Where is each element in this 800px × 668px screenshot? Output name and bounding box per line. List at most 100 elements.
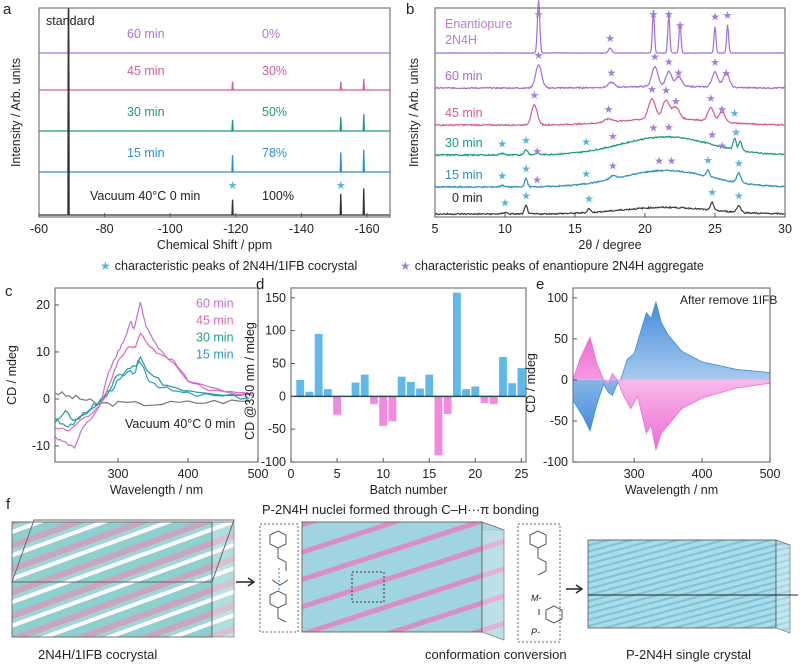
star-marker: ★ [608,131,618,143]
series-label: 30 min [127,105,165,119]
star-marker: ★ [717,140,727,152]
bar-batch-17 [443,396,452,415]
legend-cocrystal: ★ characteristic peaks of 2N4H/1IFB cocry… [100,259,357,273]
x-tick-label: 0 [288,467,295,481]
bar-batch-20 [471,386,480,397]
y-axis-label: Intensity / Arb. units [407,58,421,167]
series-percent: 50% [262,105,287,119]
x-tick-label: -140 [289,222,314,236]
star-marker: ★ [661,85,671,97]
panel-f-title: P-2N4H nuclei formed through C–H···π bon… [262,502,540,517]
series-percent: 100% [262,189,294,203]
panel-a-frame [38,7,391,218]
area-P-positive [620,302,770,380]
series-label-2: 2N4H [445,33,477,47]
star-marker: ★ [497,170,507,182]
x-tick-label: 10 [498,222,512,236]
panel-label-e: e [536,276,544,293]
annotation-after-remove: After remove 1IFB [680,293,777,307]
x-tick-label: -100 [158,222,183,236]
y-tick-label: 0 [43,392,50,406]
series-line-3 [54,359,250,428]
crystal-cocrystal-side [211,521,235,638]
bar-batch-15 [425,374,434,397]
y-tick-label: -10 [32,439,50,453]
star-marker: ★ [647,84,657,96]
star-marker: ★ [664,122,674,134]
x-axis-label: Batch number [370,483,448,497]
series-line-5 [435,200,785,216]
series-label: 30 min [445,136,483,150]
area-P-negative [573,379,770,431]
x-axis-label: Wavelength / nm [625,483,718,497]
arrow-icon [236,577,256,587]
inset-label-m: M- [531,593,542,603]
star-marker: ★ [606,67,616,79]
panel-c-frame [54,287,259,463]
bar-batch-23 [499,356,507,397]
series-label: 60 min [445,69,483,83]
star-marker: ★ [734,191,744,203]
series-label: 45 min [127,64,165,78]
star-marker: ★ [734,158,744,170]
x-tick-label: 5 [432,222,439,236]
legend-enantiopure: ★ characteristic peaks of enantiopure 2N4… [400,259,704,273]
y-axis-label: Intensity / Arb. units [9,58,23,167]
series-label: 15 min [445,168,483,182]
x-axis-label: Wavelength / nm [110,483,203,497]
star-marker: ★ [581,136,591,148]
bar-batch-1 [296,379,305,397]
x-tick-label: 400 [178,467,199,481]
annotation-vacuum: Vacuum 40°C 0 min [125,417,235,431]
star-marker: ★ [584,194,594,206]
x-tick-label: 20 [468,467,482,481]
x-tick-label: 5 [334,467,341,481]
crystal-single-front [587,539,777,629]
star-marker: ★ [710,12,720,24]
series-label: 60 min [127,27,165,41]
series-label: Vacuum 40°C 0 min [90,189,200,203]
panel-label-a: a [3,1,12,18]
x-tick-label: 25 [514,467,528,481]
series-line-0 [54,301,252,449]
caption-single-crystal: P-2N4H single crystal [626,647,751,662]
star-marker: ★ [529,90,539,102]
series-line-M [572,336,771,452]
inset-label-p: P- [531,627,540,637]
star-marker: ★ [703,155,713,167]
legend-entry: 30 min [196,330,234,344]
bar-batch-4 [323,389,332,397]
panel-d-frame [290,287,527,463]
bar-batch-18 [452,292,461,397]
star-marker: ★ [674,67,684,79]
annotation-standard: standard [46,14,95,28]
series-label: Enantiopure [445,17,512,31]
bar-batch-19 [462,389,471,397]
y-axis-label: CD / mdeg [5,345,19,405]
series-line-4 [39,7,390,216]
star-marker: ★ [532,146,542,158]
star-marker: ★ [675,20,685,32]
bar-batch-10 [379,396,388,426]
bar-batch-14 [416,388,424,397]
series-line-2 [434,97,785,127]
star-marker: ★ [654,156,664,168]
star-marker: ★ [581,169,591,181]
star-marker: ★ [532,175,542,187]
blue-star-icon: ★ [100,259,111,273]
bar-batch-12 [397,376,406,397]
star-marker-cocrystal: ★ [336,180,346,192]
star-marker: ★ [707,187,717,199]
crystal-nucleation-front [301,521,483,633]
x-tick-label: 20 [638,222,652,236]
star-marker: ★ [534,9,544,21]
series-label: 45 min [445,106,483,120]
series-label: 15 min [127,146,165,160]
star-marker: ★ [648,9,658,21]
y-tick-label: 100 [265,324,286,338]
molecule-icon [269,530,289,623]
bar-batch-16 [434,396,443,456]
panel-label-f: f [6,496,11,513]
x-tick-label: 500 [248,467,269,481]
star-marker: ★ [608,161,618,173]
